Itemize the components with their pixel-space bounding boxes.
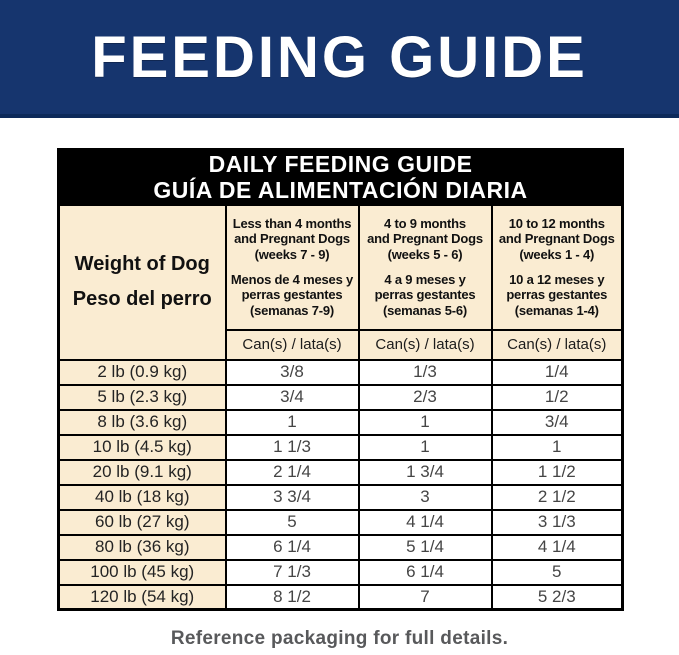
column-header-3-es: 10 a 12 meses y perras gestantes (semana… [506,271,608,318]
value-cell: 3 [357,483,493,511]
weight-cell: 10 lb (4.5 kg) [57,433,227,461]
value-cell: 5 [490,558,624,586]
table-row: 120 lb (54 kg) 8 1/2 7 5 2/3 [57,583,624,611]
column-header-2: 4 to 9 months and Pregnant Dogs (weeks 5… [357,203,493,331]
table-title-row: DAILY FEEDING GUIDE GUÍA DE ALIMENTACIÓN… [57,148,624,206]
value-cell: 3/4 [224,383,360,411]
column-header-3-en: 10 to 12 months and Pregnant Dogs (weeks… [498,215,615,262]
unit-cell-2: Can(s) / lata(s) [357,328,493,361]
column-header-row: Weight of Dog Peso del perro Less than 4… [57,203,624,361]
value-cell: 1 1/3 [224,433,360,461]
weight-cell: 60 lb (27 kg) [57,508,227,536]
table-title-en: DAILY FEEDING GUIDE [208,151,473,178]
unit-cell-3: Can(s) / lata(s) [490,328,624,361]
table-row: 20 lb (9.1 kg) 2 1/4 1 3/4 1 1/2 [57,458,624,486]
column-header-1: Less than 4 months and Pregnant Dogs (we… [224,203,360,331]
column-header-1-es: Menos de 4 meses y perras gestantes (sem… [230,271,354,318]
column-header-1-en: Less than 4 months and Pregnant Dogs (we… [232,215,352,262]
value-cell: 3/8 [224,358,360,386]
table-title-es: GUÍA DE ALIMENTACIÓN DIARIA [153,177,528,204]
value-cell: 6 1/4 [224,533,360,561]
value-cell: 1/3 [357,358,493,386]
weight-cell: 100 lb (45 kg) [57,558,227,586]
table-title: DAILY FEEDING GUIDE GUÍA DE ALIMENTACIÓN… [57,148,624,206]
value-cell: 6 1/4 [357,558,493,586]
unit-row: Can(s) / lata(s) Can(s) / lata(s) Can(s)… [59,328,624,361]
table-row: 40 lb (18 kg) 3 3/4 3 2 1/2 [57,483,624,511]
weight-cell: 5 lb (2.3 kg) [57,383,227,411]
value-cell: 3 3/4 [224,483,360,511]
weight-cell: 120 lb (54 kg) [57,583,227,611]
value-cell: 1 [224,408,360,436]
table-row: 60 lb (27 kg) 5 4 1/4 3 1/3 [57,508,624,536]
value-cell: 1 [357,433,493,461]
value-cell: 2 1/2 [490,483,624,511]
unit-cell-1: Can(s) / lata(s) [224,328,360,361]
value-cell: 4 1/4 [490,533,624,561]
feeding-guide-table: DAILY FEEDING GUIDE GUÍA DE ALIMENTACIÓN… [57,148,624,611]
table-row: 100 lb (45 kg) 7 1/3 6 1/4 5 [57,558,624,586]
value-cell: 1 3/4 [357,458,493,486]
value-cell: 3/4 [490,408,624,436]
value-cell: 4 1/4 [357,508,493,536]
weight-header-en: Weight of Dog [74,253,210,275]
column-header-2-es: 4 a 9 meses y perras gestantes (semanas … [374,271,476,318]
value-cell: 8 1/2 [224,583,360,611]
weight-column-header: Weight of Dog Peso del perro [57,203,227,361]
value-cell: 5 2/3 [490,583,624,611]
value-cell: 3 1/3 [490,508,624,536]
weight-cell: 20 lb (9.1 kg) [57,458,227,486]
weight-header-es: Peso del perro [72,288,212,310]
banner: FEEDING GUIDE [0,0,679,118]
value-cell: 1/2 [490,383,624,411]
value-cell: 5 [224,508,360,536]
value-cell: 7 [357,583,493,611]
value-cell: 1 1/2 [490,458,624,486]
value-cell: 1/4 [490,358,624,386]
value-cell: 2/3 [357,383,493,411]
table-row: 5 lb (2.3 kg) 3/4 2/3 1/2 [57,383,624,411]
column-header-2-en: 4 to 9 months and Pregnant Dogs (weeks 5… [367,215,483,262]
weight-cell: 40 lb (18 kg) [57,483,227,511]
table-row: 8 lb (3.6 kg) 1 1 3/4 [57,408,624,436]
value-cell: 7 1/3 [224,558,360,586]
weight-cell: 8 lb (3.6 kg) [57,408,227,436]
weight-cell: 80 lb (36 kg) [57,533,227,561]
table-row: 10 lb (4.5 kg) 1 1/3 1 1 [57,433,624,461]
column-header-3: 10 to 12 months and Pregnant Dogs (weeks… [490,203,624,331]
value-cell: 5 1/4 [357,533,493,561]
table-row: 2 lb (0.9 kg) 3/8 1/3 1/4 [57,358,624,386]
banner-title: FEEDING GUIDE [91,24,588,90]
value-cell: 1 [490,433,624,461]
table-body: 2 lb (0.9 kg) 3/8 1/3 1/4 5 lb (2.3 kg) 3/4 2/… [57,358,624,611]
footer-note: Reference packaging for full details. [170,628,509,649]
weight-cell: 2 lb (0.9 kg) [57,358,227,386]
value-cell: 1 [357,408,493,436]
value-cell: 2 1/4 [224,458,360,486]
table-row: 80 lb (36 kg) 6 1/4 5 1/4 4 1/4 [57,533,624,561]
